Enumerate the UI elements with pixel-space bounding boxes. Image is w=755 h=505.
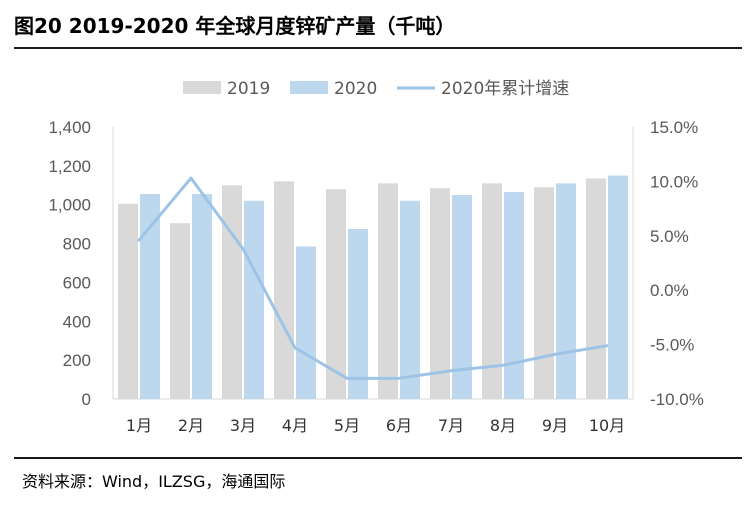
x-tick-label: 6月	[386, 416, 412, 435]
x-tick-label: 3月	[230, 416, 256, 435]
legend-label-growth: 2020年累计增速	[441, 79, 569, 99]
title-rule	[14, 47, 742, 49]
bar-2020	[296, 246, 316, 399]
right-tick-label: 5.0%	[650, 227, 689, 246]
x-tick-label: 1月	[126, 416, 152, 435]
bar-2020	[608, 175, 628, 399]
right-tick-label: 10.0%	[650, 172, 698, 191]
x-tick-label: 2月	[178, 416, 204, 435]
growth-line	[137, 176, 609, 380]
legend-label-2019: 2019	[227, 79, 270, 99]
bar-2019	[274, 181, 294, 399]
chart-title: 图20 2019-2020 年全球月度锌矿产量（千吨）	[14, 14, 456, 38]
x-tick-label: 9月	[542, 416, 568, 435]
legend-label-2020: 2020	[334, 79, 377, 99]
bar-2019	[534, 187, 554, 399]
left-tick-label: 1,000	[48, 196, 91, 215]
bar-2019	[482, 183, 502, 399]
left-tick-label: 600	[63, 273, 91, 292]
legend-swatch-2019	[183, 81, 221, 94]
source-note: 资料来源：Wind，ILZSG，海通国际	[22, 472, 286, 491]
x-tick-label: 10月	[589, 416, 625, 435]
bar-2019	[170, 223, 190, 399]
x-tick-label: 8月	[490, 416, 516, 435]
bar-2020	[140, 194, 160, 399]
bar-2019	[222, 185, 242, 399]
bar-2019	[378, 183, 398, 399]
bar-2020	[400, 200, 420, 399]
left-tick-label: 1,200	[48, 157, 91, 176]
right-tick-label: -10.0%	[650, 390, 704, 409]
legend-swatch-2020	[290, 81, 328, 94]
right-tick-label: 0.0%	[650, 281, 689, 300]
left-tick-label: 1,400	[48, 118, 91, 137]
left-tick-label: 400	[63, 312, 91, 331]
left-tick-label: 0	[82, 390, 91, 409]
source-rule	[14, 457, 742, 459]
bar-2020	[504, 192, 524, 399]
x-tick-label: 4月	[282, 416, 308, 435]
left-tick-label: 800	[63, 235, 91, 254]
bar-2020	[348, 229, 368, 399]
x-tick-label: 7月	[438, 416, 464, 435]
bar-2020	[192, 194, 212, 399]
bar-2019	[586, 178, 606, 399]
left-tick-label: 200	[63, 351, 91, 370]
bar-2020	[452, 195, 472, 399]
right-tick-label: -5.0%	[650, 336, 694, 355]
title-bar: 图20 2019-2020 年全球月度锌矿产量（千吨）	[0, 0, 755, 47]
x-tick-label: 5月	[334, 416, 360, 435]
bar-2020	[244, 200, 264, 399]
right-tick-label: 15.0%	[650, 118, 698, 137]
bar-2020	[556, 183, 576, 399]
bar-2019	[326, 189, 346, 399]
bar-2019	[430, 188, 450, 399]
bar-2019	[118, 203, 138, 399]
